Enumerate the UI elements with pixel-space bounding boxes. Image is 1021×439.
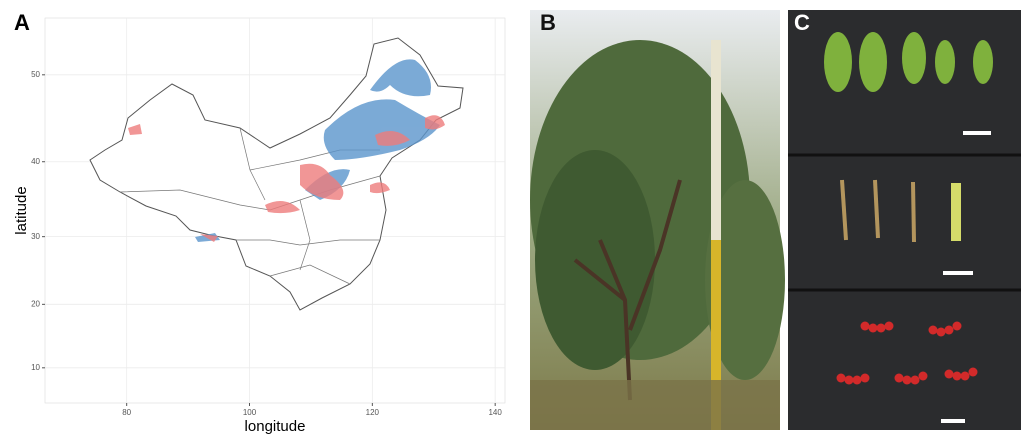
- x-axis-label: longitude: [245, 418, 306, 434]
- y-tick-label: 40: [31, 157, 40, 166]
- grass: [530, 380, 780, 430]
- y-tick-label: 10: [31, 363, 40, 372]
- panel-label: A: [14, 10, 30, 35]
- panel-label: B: [540, 10, 556, 35]
- scale-bar: [963, 131, 991, 135]
- photo-organs: [788, 10, 1021, 430]
- y-tick-label: 50: [31, 70, 40, 79]
- y-tick-label: 20: [31, 299, 40, 308]
- x-tick-label: 140: [488, 408, 502, 417]
- bark: [951, 183, 961, 241]
- x-tick-label: 80: [122, 408, 131, 417]
- y-tick-label: 30: [31, 232, 40, 241]
- figure: 80 100 120 140 10 20 30 40 50 longitude latitude: [0, 0, 1021, 434]
- scale-bar: [941, 419, 965, 423]
- scale-bar: [943, 271, 973, 275]
- photo-tree: [530, 10, 785, 430]
- y-axis-label: latitude: [13, 186, 30, 234]
- panel-label: C: [794, 10, 810, 35]
- tree-canopy: [535, 150, 655, 370]
- x-tick-label: 120: [366, 408, 380, 417]
- x-tick-label: 100: [243, 408, 257, 417]
- map-panel: 80 100 120 140 10 20 30 40 50 longitude latitude: [13, 18, 505, 434]
